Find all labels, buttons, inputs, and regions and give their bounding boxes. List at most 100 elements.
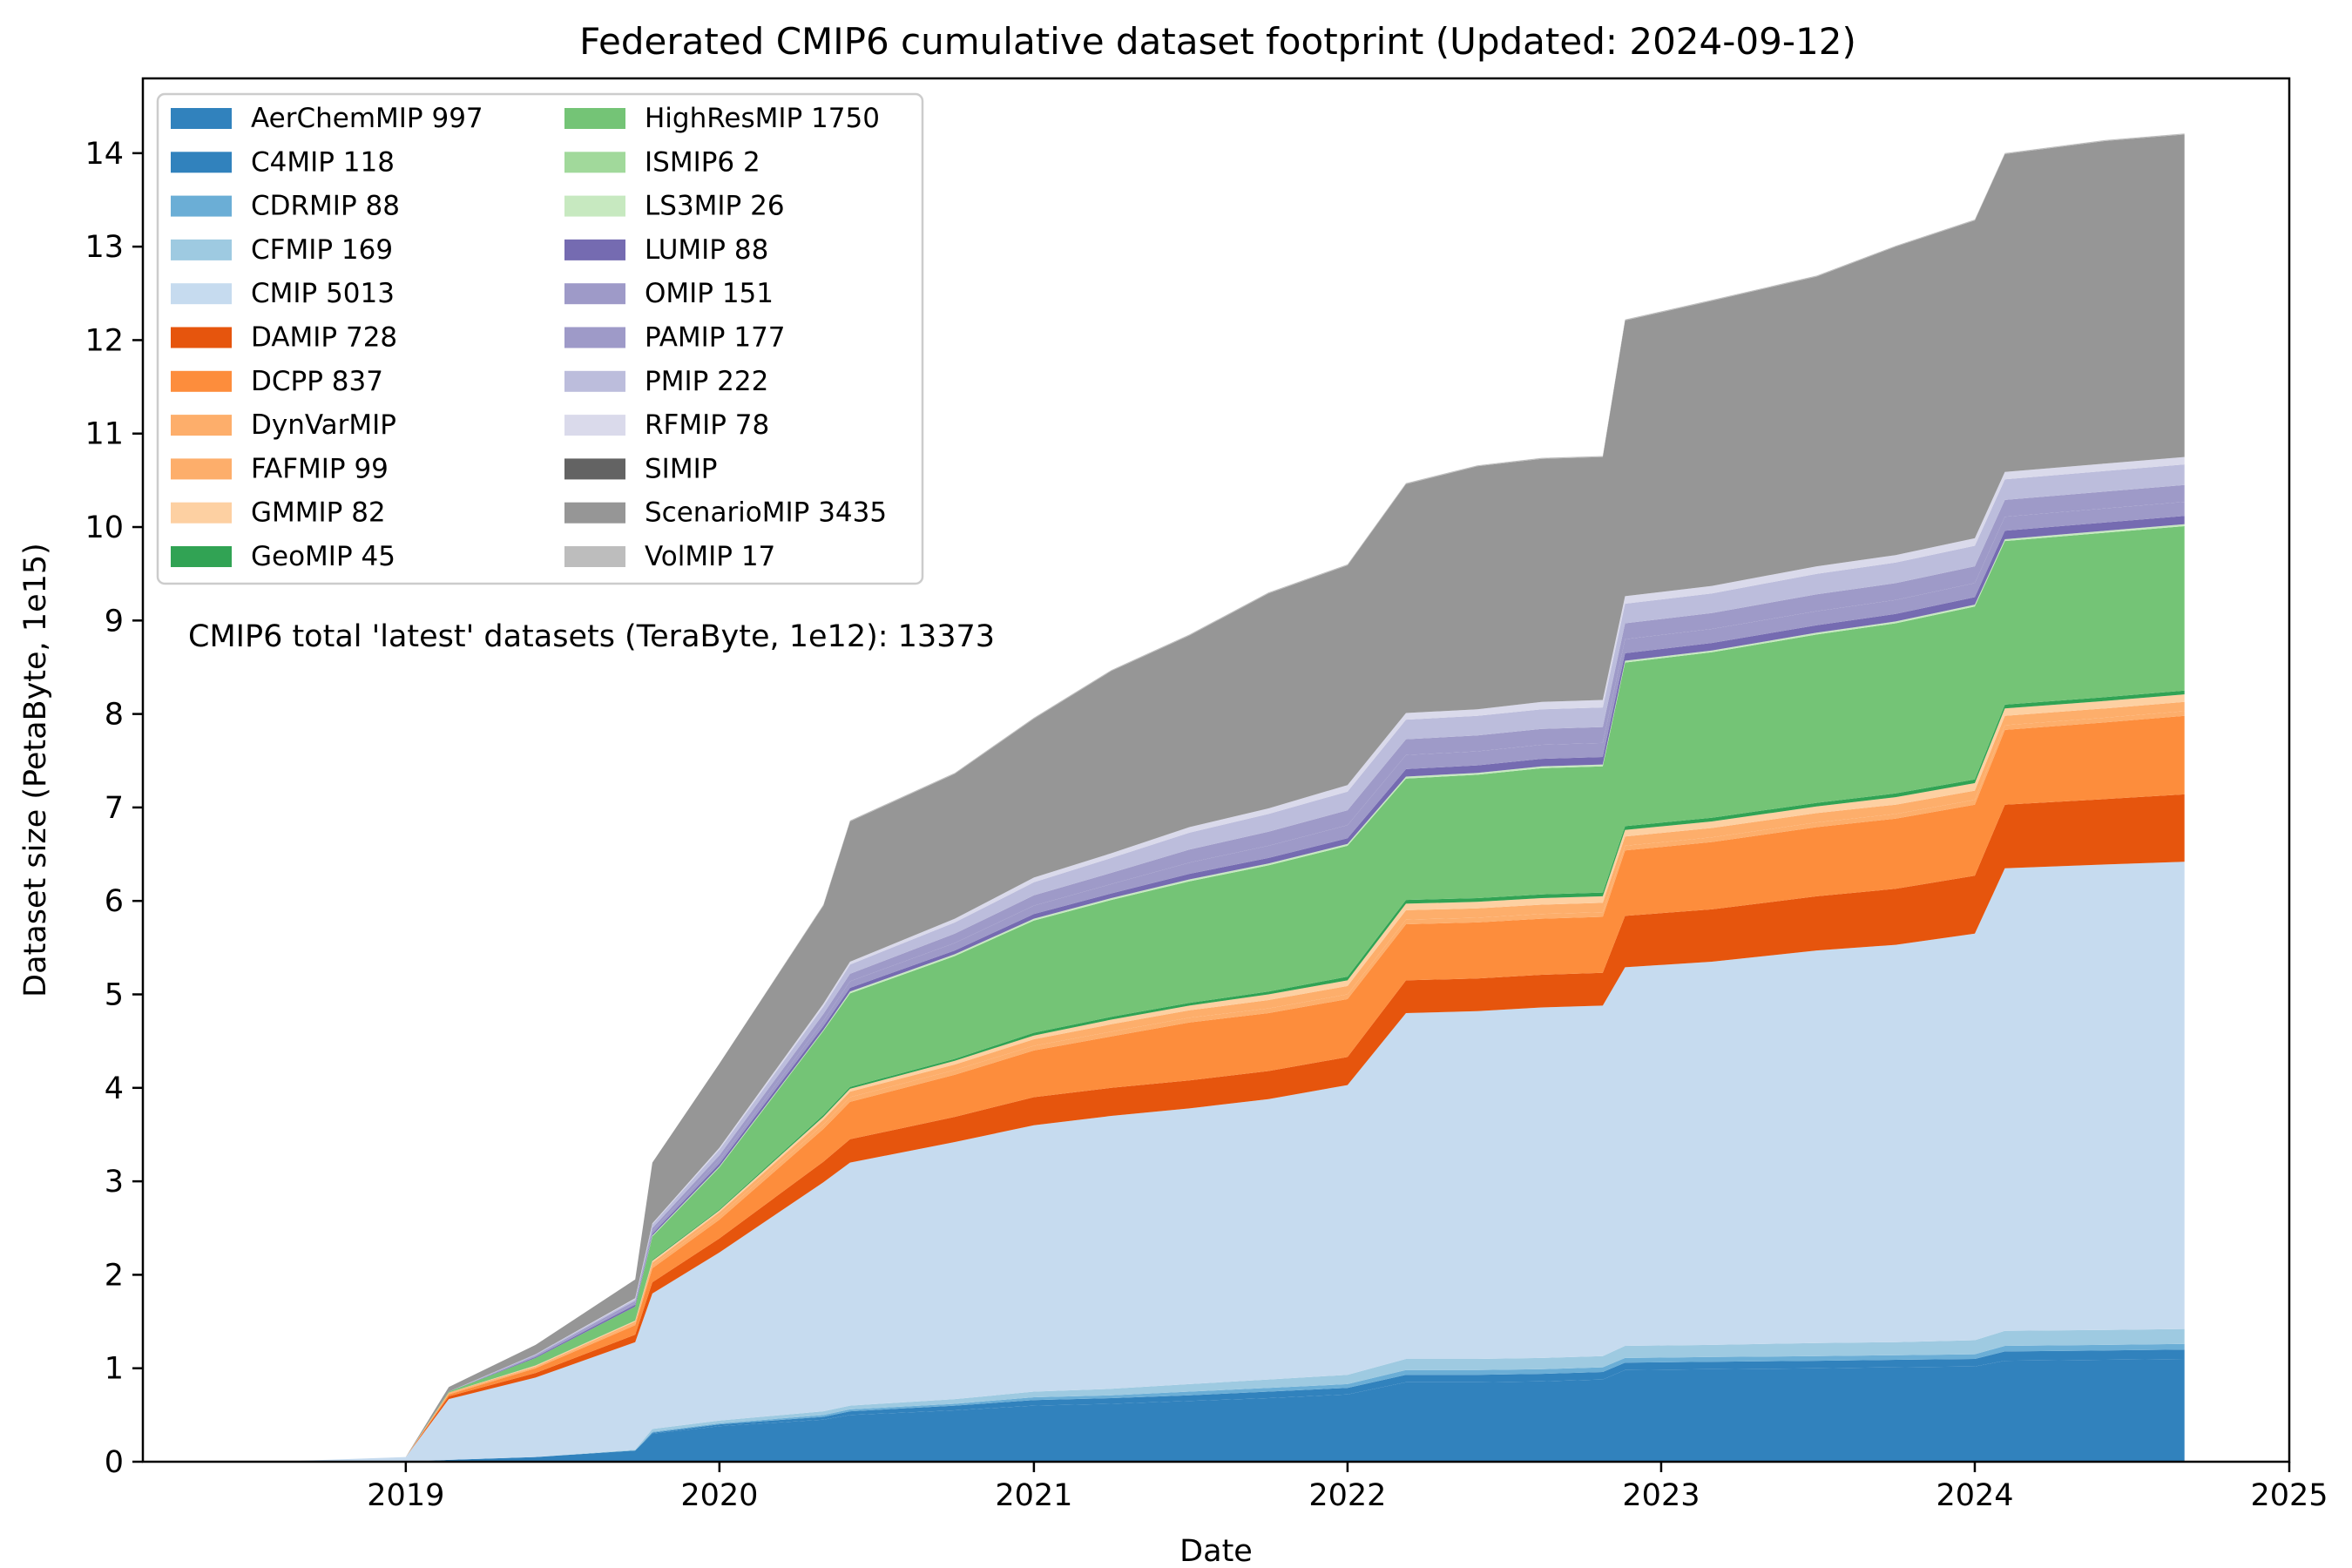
legend-item-c4mip-118: C4MIP 118 — [171, 146, 395, 178]
legend-label: ISMIP6 2 — [645, 146, 760, 178]
y-tick-label: 8 — [105, 698, 124, 733]
legend-label: VolMIP 17 — [645, 541, 775, 572]
legend-item-cfmip-169: CFMIP 169 — [171, 234, 393, 266]
y-tick-label: 2 — [105, 1258, 124, 1293]
legend-label: CMIP 5013 — [251, 278, 395, 309]
y-tick-label: 7 — [105, 791, 124, 826]
legend-item-damip-728: DAMIP 728 — [171, 322, 397, 354]
y-tick-label: 5 — [105, 978, 124, 1013]
legend-swatch — [564, 239, 625, 260]
legend-label: AerChemMIP 997 — [251, 103, 483, 134]
y-tick-label: 3 — [105, 1165, 124, 1200]
area-series-c4mip-118 — [301, 1349, 2185, 1462]
total-annotation: CMIP6 total 'latest' datasets (TeraByte,… — [188, 619, 995, 654]
legend-label: CDRMIP 88 — [251, 191, 400, 222]
area-series-cfmip-169 — [301, 1328, 2185, 1462]
legend-item-volmip-17: VolMIP 17 — [564, 541, 775, 572]
legend-swatch — [171, 327, 232, 348]
legend-swatch — [171, 458, 232, 480]
legend-item-highresmip-1750: HighResMIP 1750 — [564, 103, 880, 134]
legend-label: CFMIP 169 — [251, 234, 393, 266]
x-tick-label: 2025 — [2250, 1478, 2328, 1513]
legend-swatch — [171, 108, 232, 129]
y-tick-label: 13 — [84, 230, 124, 265]
x-tick-label: 2024 — [1936, 1478, 2013, 1513]
legend-swatch — [564, 283, 625, 305]
plot-frame — [141, 77, 2291, 1463]
legend-item-ls3mip-26: LS3MIP 26 — [564, 191, 785, 222]
legend-label: SIMIP — [645, 453, 717, 484]
legend-label: HighResMIP 1750 — [645, 103, 880, 134]
area-series-scenariomip-3435 — [301, 134, 2185, 1461]
legend-swatch — [564, 502, 625, 524]
legend-label: RFMIP 78 — [645, 409, 769, 441]
x-tick-label: 2021 — [995, 1478, 1072, 1513]
legend-label: GMMIP 82 — [251, 497, 386, 529]
legend-box — [156, 92, 924, 585]
legend-label: DynVarMIP — [251, 409, 396, 441]
y-tick-label: 12 — [84, 323, 124, 358]
legend-item-fafmip-99: FAFMIP 99 — [171, 453, 389, 484]
legend-swatch — [564, 458, 625, 480]
legend-swatch — [171, 546, 232, 567]
y-axis-label: Dataset size (PetaByte, 1e15) — [18, 543, 53, 997]
y-tick-label: 14 — [84, 137, 124, 172]
legend-swatch — [564, 370, 625, 392]
legend-label: GeoMIP 45 — [251, 541, 395, 572]
y-tick-label: 10 — [84, 510, 124, 545]
legend-label: ScenarioMIP 3435 — [645, 497, 887, 529]
area-series-cmip-5013 — [301, 862, 2185, 1462]
legend-item-rfmip-78: RFMIP 78 — [564, 409, 769, 441]
legend-swatch — [564, 327, 625, 348]
y-tick-label: 1 — [105, 1352, 124, 1387]
x-tick-label: 2022 — [1308, 1478, 1386, 1513]
legend-label: FAFMIP 99 — [251, 453, 389, 484]
legend-swatch — [564, 152, 625, 173]
legend-label: PMIP 222 — [645, 366, 768, 397]
area-series-damip-728 — [301, 794, 2185, 1461]
area-series-aerchemmip-997 — [301, 1359, 2185, 1462]
legend-item-simip: SIMIP — [564, 453, 717, 484]
legend-item-pamip-177: PAMIP 177 — [564, 322, 786, 354]
legend: AerChemMIP 997 C4MIP 118 CDRMIP 88 CFMIP 16… — [156, 92, 924, 585]
stacked-areas — [301, 133, 2185, 1462]
x-axis-label: Date — [1179, 1534, 1253, 1568]
legend-label: OMIP 151 — [645, 278, 774, 309]
legend-item-pmip-222: PMIP 222 — [564, 366, 768, 397]
legend-item-lumip-88: LUMIP 88 — [564, 234, 768, 266]
y-tick-label: 11 — [84, 417, 124, 452]
y-tick-label: 0 — [105, 1445, 124, 1480]
legend-swatch — [171, 195, 232, 217]
legend-item-dcpp-837: DCPP 837 — [171, 366, 383, 397]
legend-item-cdrmip-88: CDRMIP 88 — [171, 191, 400, 222]
legend-swatch — [564, 108, 625, 129]
legend-swatch — [171, 283, 232, 305]
legend-swatch — [171, 239, 232, 260]
y-tick-label: 4 — [105, 1071, 124, 1106]
legend-label: LS3MIP 26 — [645, 191, 785, 222]
y-tick-label: 9 — [105, 604, 124, 639]
x-axis: 2019 2020 2021 2022 2023 2024 2025 — [367, 1462, 2328, 1513]
legend-label: PAMIP 177 — [645, 322, 786, 354]
legend-label: LUMIP 88 — [645, 234, 768, 266]
legend-item-cmip-5013: CMIP 5013 — [171, 278, 395, 309]
legend-item-dynvarmip: DynVarMIP — [171, 409, 396, 441]
legend-item-scenariomip-3435: ScenarioMIP 3435 — [564, 497, 887, 529]
legend-swatch — [171, 415, 232, 436]
x-tick-label: 2019 — [367, 1478, 444, 1513]
x-tick-label: 2020 — [680, 1478, 758, 1513]
y-tick-label: 6 — [105, 884, 124, 919]
legend-item-geomip-45: GeoMIP 45 — [171, 541, 395, 572]
legend-swatch — [564, 415, 625, 436]
legend-item-ismip6-2: ISMIP6 2 — [564, 146, 760, 178]
legend-label: DAMIP 728 — [251, 322, 397, 354]
legend-label: C4MIP 118 — [251, 146, 395, 178]
legend-swatch — [564, 546, 625, 567]
x-tick-label: 2023 — [1622, 1478, 1700, 1513]
plot-area — [141, 77, 2291, 1463]
legend-item-gmmip-82: GMMIP 82 — [171, 497, 386, 529]
area-series-highresmip-1750 — [301, 526, 2185, 1461]
legend-item-aerchemmip-997: AerChemMIP 997 — [171, 103, 483, 134]
area-series-dcpp-837 — [301, 715, 2185, 1461]
